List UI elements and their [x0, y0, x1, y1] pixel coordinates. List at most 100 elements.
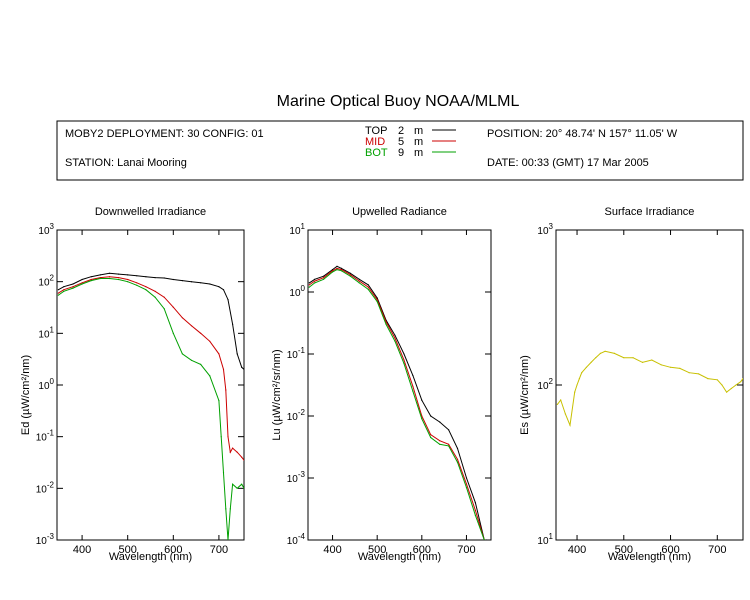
data-point: [485, 539, 488, 540]
data-point: [483, 539, 485, 540]
data-point: [585, 366, 588, 368]
panel-title: Upwelled Radiance: [352, 206, 447, 218]
data-point: [90, 276, 92, 278]
legend-unit: m: [414, 136, 423, 148]
data-point: [430, 436, 432, 439]
data-point: [63, 286, 65, 288]
data-point: [63, 290, 65, 292]
station-text: STATION: Lanai Mooring: [65, 157, 187, 169]
data-point: [358, 282, 360, 284]
data-point: [623, 357, 625, 359]
data-point: [243, 368, 244, 370]
data-point: [331, 269, 334, 271]
data-point: [209, 283, 211, 285]
data-point: [651, 359, 653, 361]
y-tick-label: 10-2: [287, 408, 306, 423]
data-point: [456, 461, 459, 463]
data-point: [323, 278, 325, 280]
legend-unit: m: [414, 147, 423, 159]
data-point: [385, 321, 387, 323]
plot-frame: [555, 229, 744, 541]
plot-frame: [307, 229, 492, 541]
x-tick-label: 400: [323, 544, 341, 556]
data-point: [412, 374, 414, 377]
data-point: [190, 325, 193, 327]
data-point: [229, 451, 231, 453]
data-point: [72, 283, 74, 285]
data-point: [574, 391, 576, 393]
data-point: [385, 323, 387, 325]
data-point: [394, 337, 396, 339]
data-point: [323, 275, 325, 277]
figure-title: Marine Optical Buoy NOAA/MLML: [277, 93, 520, 110]
data-point: [218, 353, 220, 355]
data-point: [465, 487, 468, 489]
data-point: [232, 447, 234, 449]
data-point: [465, 483, 468, 485]
data-point: [314, 278, 316, 280]
data-point: [590, 361, 592, 363]
data-point: [127, 281, 129, 283]
data-point: [209, 340, 211, 342]
header-box: MOBY2 DEPLOYMENT: 30 CONFIG: 01 STATION:…: [56, 120, 744, 181]
data-point: [376, 301, 378, 303]
data-point: [222, 472, 225, 474]
data-point: [394, 334, 396, 336]
data-point: [172, 332, 174, 334]
data-point: [340, 270, 343, 272]
x-axis-label: Wavelength (nm): [608, 551, 691, 563]
data-point: [349, 275, 351, 277]
data-point: [81, 283, 83, 285]
data-point: [323, 277, 325, 279]
date-text: DATE: 00:33 (GMT) 17 Mar 2005: [487, 157, 649, 169]
data-point: [236, 487, 238, 489]
data-point: [595, 357, 597, 359]
y-tick-label: 101: [289, 222, 305, 237]
data-point: [308, 286, 310, 288]
data-point: [57, 289, 60, 291]
x-tick-label: 600: [413, 544, 431, 556]
data-point: [679, 367, 681, 369]
data-point: [578, 378, 581, 380]
data-point: [225, 389, 227, 391]
data-point: [236, 353, 238, 355]
data-point: [474, 514, 476, 516]
header-border: [56, 120, 744, 181]
x-tick-label: 600: [164, 544, 182, 556]
data-point: [707, 378, 709, 380]
data-point: [163, 277, 165, 279]
data-point: [81, 278, 83, 281]
panel-title: Downwelled Irradiance: [95, 206, 206, 218]
y-tick-label: 10-3: [36, 532, 55, 547]
data-point: [222, 289, 225, 291]
y-tick-label: 102: [537, 377, 553, 392]
data-point: [556, 403, 559, 405]
data-point: [200, 363, 202, 365]
legend-unit: m: [414, 125, 423, 137]
data-point: [439, 443, 441, 445]
data-point: [127, 278, 129, 281]
legend: TOP 2 m MID 5 m BOT 9 m: [365, 125, 456, 159]
data-point: [145, 286, 147, 288]
data-point: [236, 451, 238, 453]
data-point: [108, 277, 111, 280]
data-point: [190, 359, 193, 361]
data-point: [576, 384, 578, 386]
data-point: [136, 282, 138, 284]
data-point: [336, 267, 338, 269]
data-point: [340, 267, 343, 269]
data-point: [218, 286, 220, 288]
data-point: [63, 289, 65, 291]
data-point: [90, 278, 92, 281]
y-tick-label: 102: [38, 274, 54, 289]
y-axis-label: Lu (µW/cm²/sr/nm): [271, 349, 283, 440]
panel-2: Upwelled Radiance 400 500 600 700 10-4 10-3 10-…: [271, 206, 492, 563]
data-point: [99, 274, 101, 276]
legend-depth: 9: [398, 147, 404, 159]
data-point: [99, 277, 101, 280]
data-point: [181, 353, 183, 355]
legend-name: TOP: [365, 125, 387, 137]
data-point: [403, 363, 405, 365]
data-point: [154, 296, 156, 298]
